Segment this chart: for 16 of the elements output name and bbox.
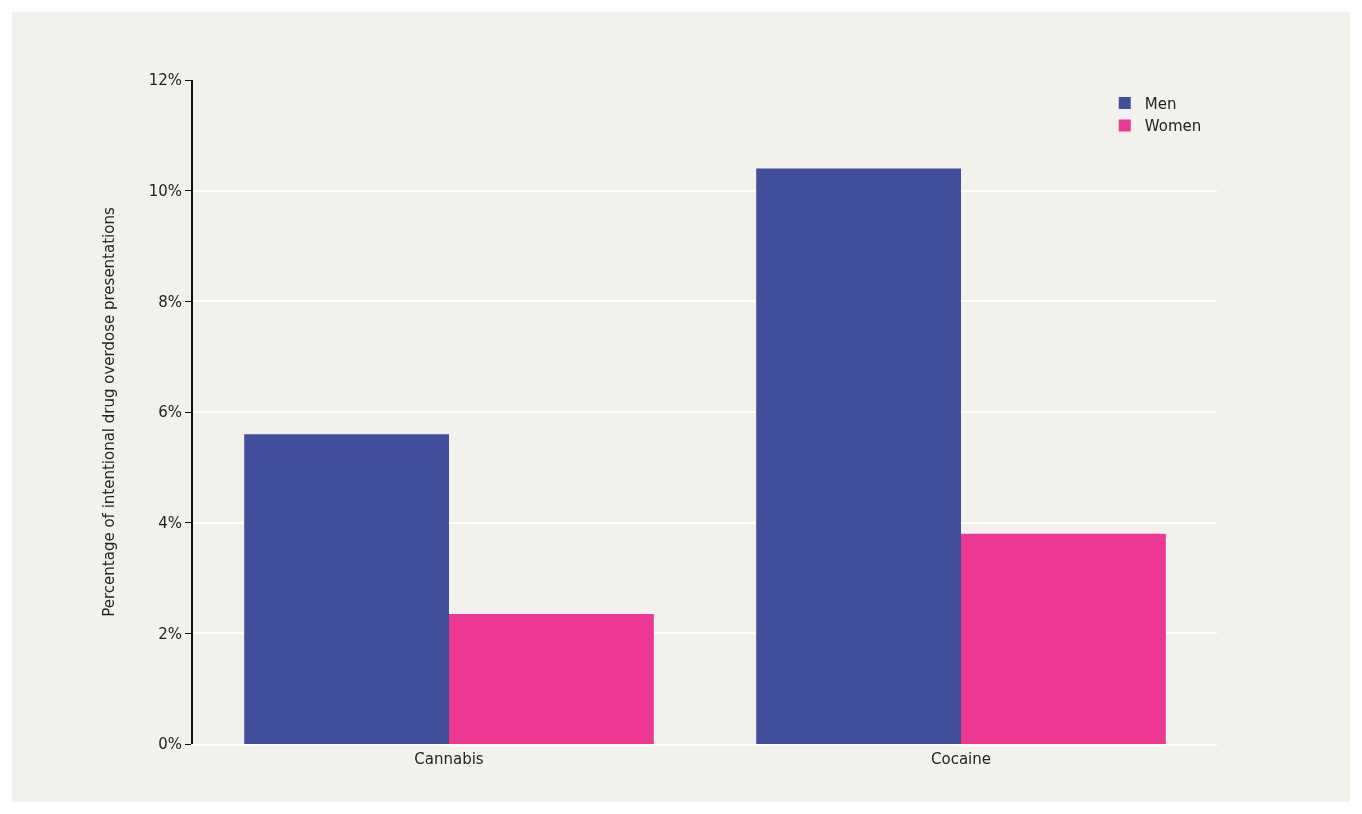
y-axis-title: Percentage of intentional drug overdose presentations xyxy=(100,207,119,617)
y-tick-label: 6% xyxy=(158,403,182,422)
bar xyxy=(449,613,654,744)
legend-label: Women xyxy=(1144,117,1202,136)
legend-label: Men xyxy=(1144,94,1177,113)
y-tick-label: 12% xyxy=(148,71,182,90)
y-tick-label: 8% xyxy=(158,292,182,311)
x-tick-label: Cocaine xyxy=(931,750,991,768)
bar xyxy=(961,533,1166,744)
bar xyxy=(756,168,961,744)
y-tick-label: 2% xyxy=(158,624,182,643)
y-tick-label: 10% xyxy=(148,181,182,200)
y-tick-label: 4% xyxy=(158,513,182,532)
bar xyxy=(244,434,449,744)
x-tick-label: Cannabis xyxy=(414,750,484,768)
y-tick-label: 0% xyxy=(158,735,182,754)
